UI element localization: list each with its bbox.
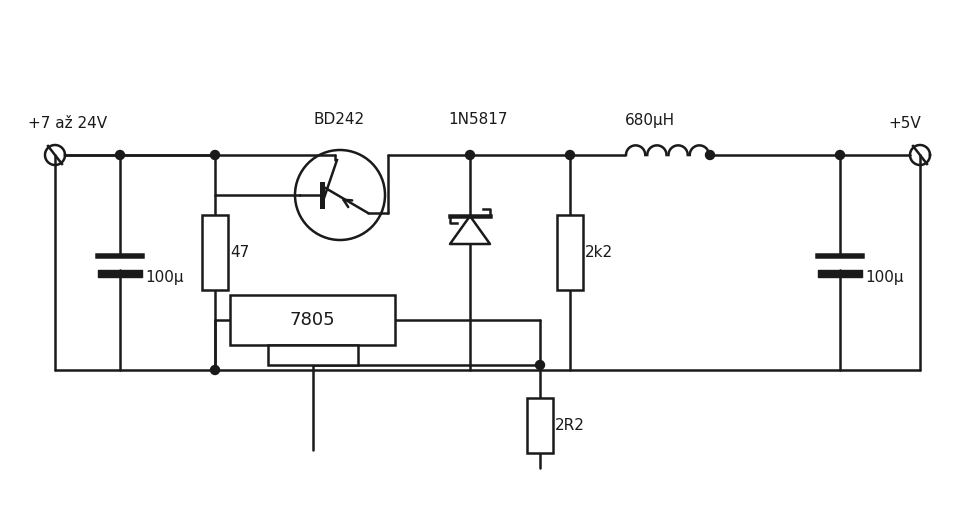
Circle shape [535,361,545,370]
Text: 7805: 7805 [290,311,335,329]
Text: BD242: BD242 [313,113,365,127]
Text: +5V: +5V [888,116,921,131]
Circle shape [211,365,220,374]
Text: 2k2: 2k2 [585,245,613,260]
Bar [557,215,583,290]
Circle shape [116,150,124,159]
Text: 680μH: 680μH [625,113,675,127]
Circle shape [211,150,220,159]
Circle shape [706,150,714,159]
Text: 2R2: 2R2 [555,417,585,433]
Circle shape [466,150,474,159]
Bar [268,345,358,365]
Polygon shape [450,216,490,244]
Text: 1N5817: 1N5817 [448,113,508,127]
Text: 100μ: 100μ [865,270,904,285]
Text: 47: 47 [230,245,249,260]
Bar [202,215,228,290]
Text: +7 až 24V: +7 až 24V [28,116,107,131]
Circle shape [836,150,845,159]
Bar [230,295,395,345]
Circle shape [565,150,574,159]
Text: 100μ: 100μ [145,270,183,285]
Bar [527,398,553,452]
